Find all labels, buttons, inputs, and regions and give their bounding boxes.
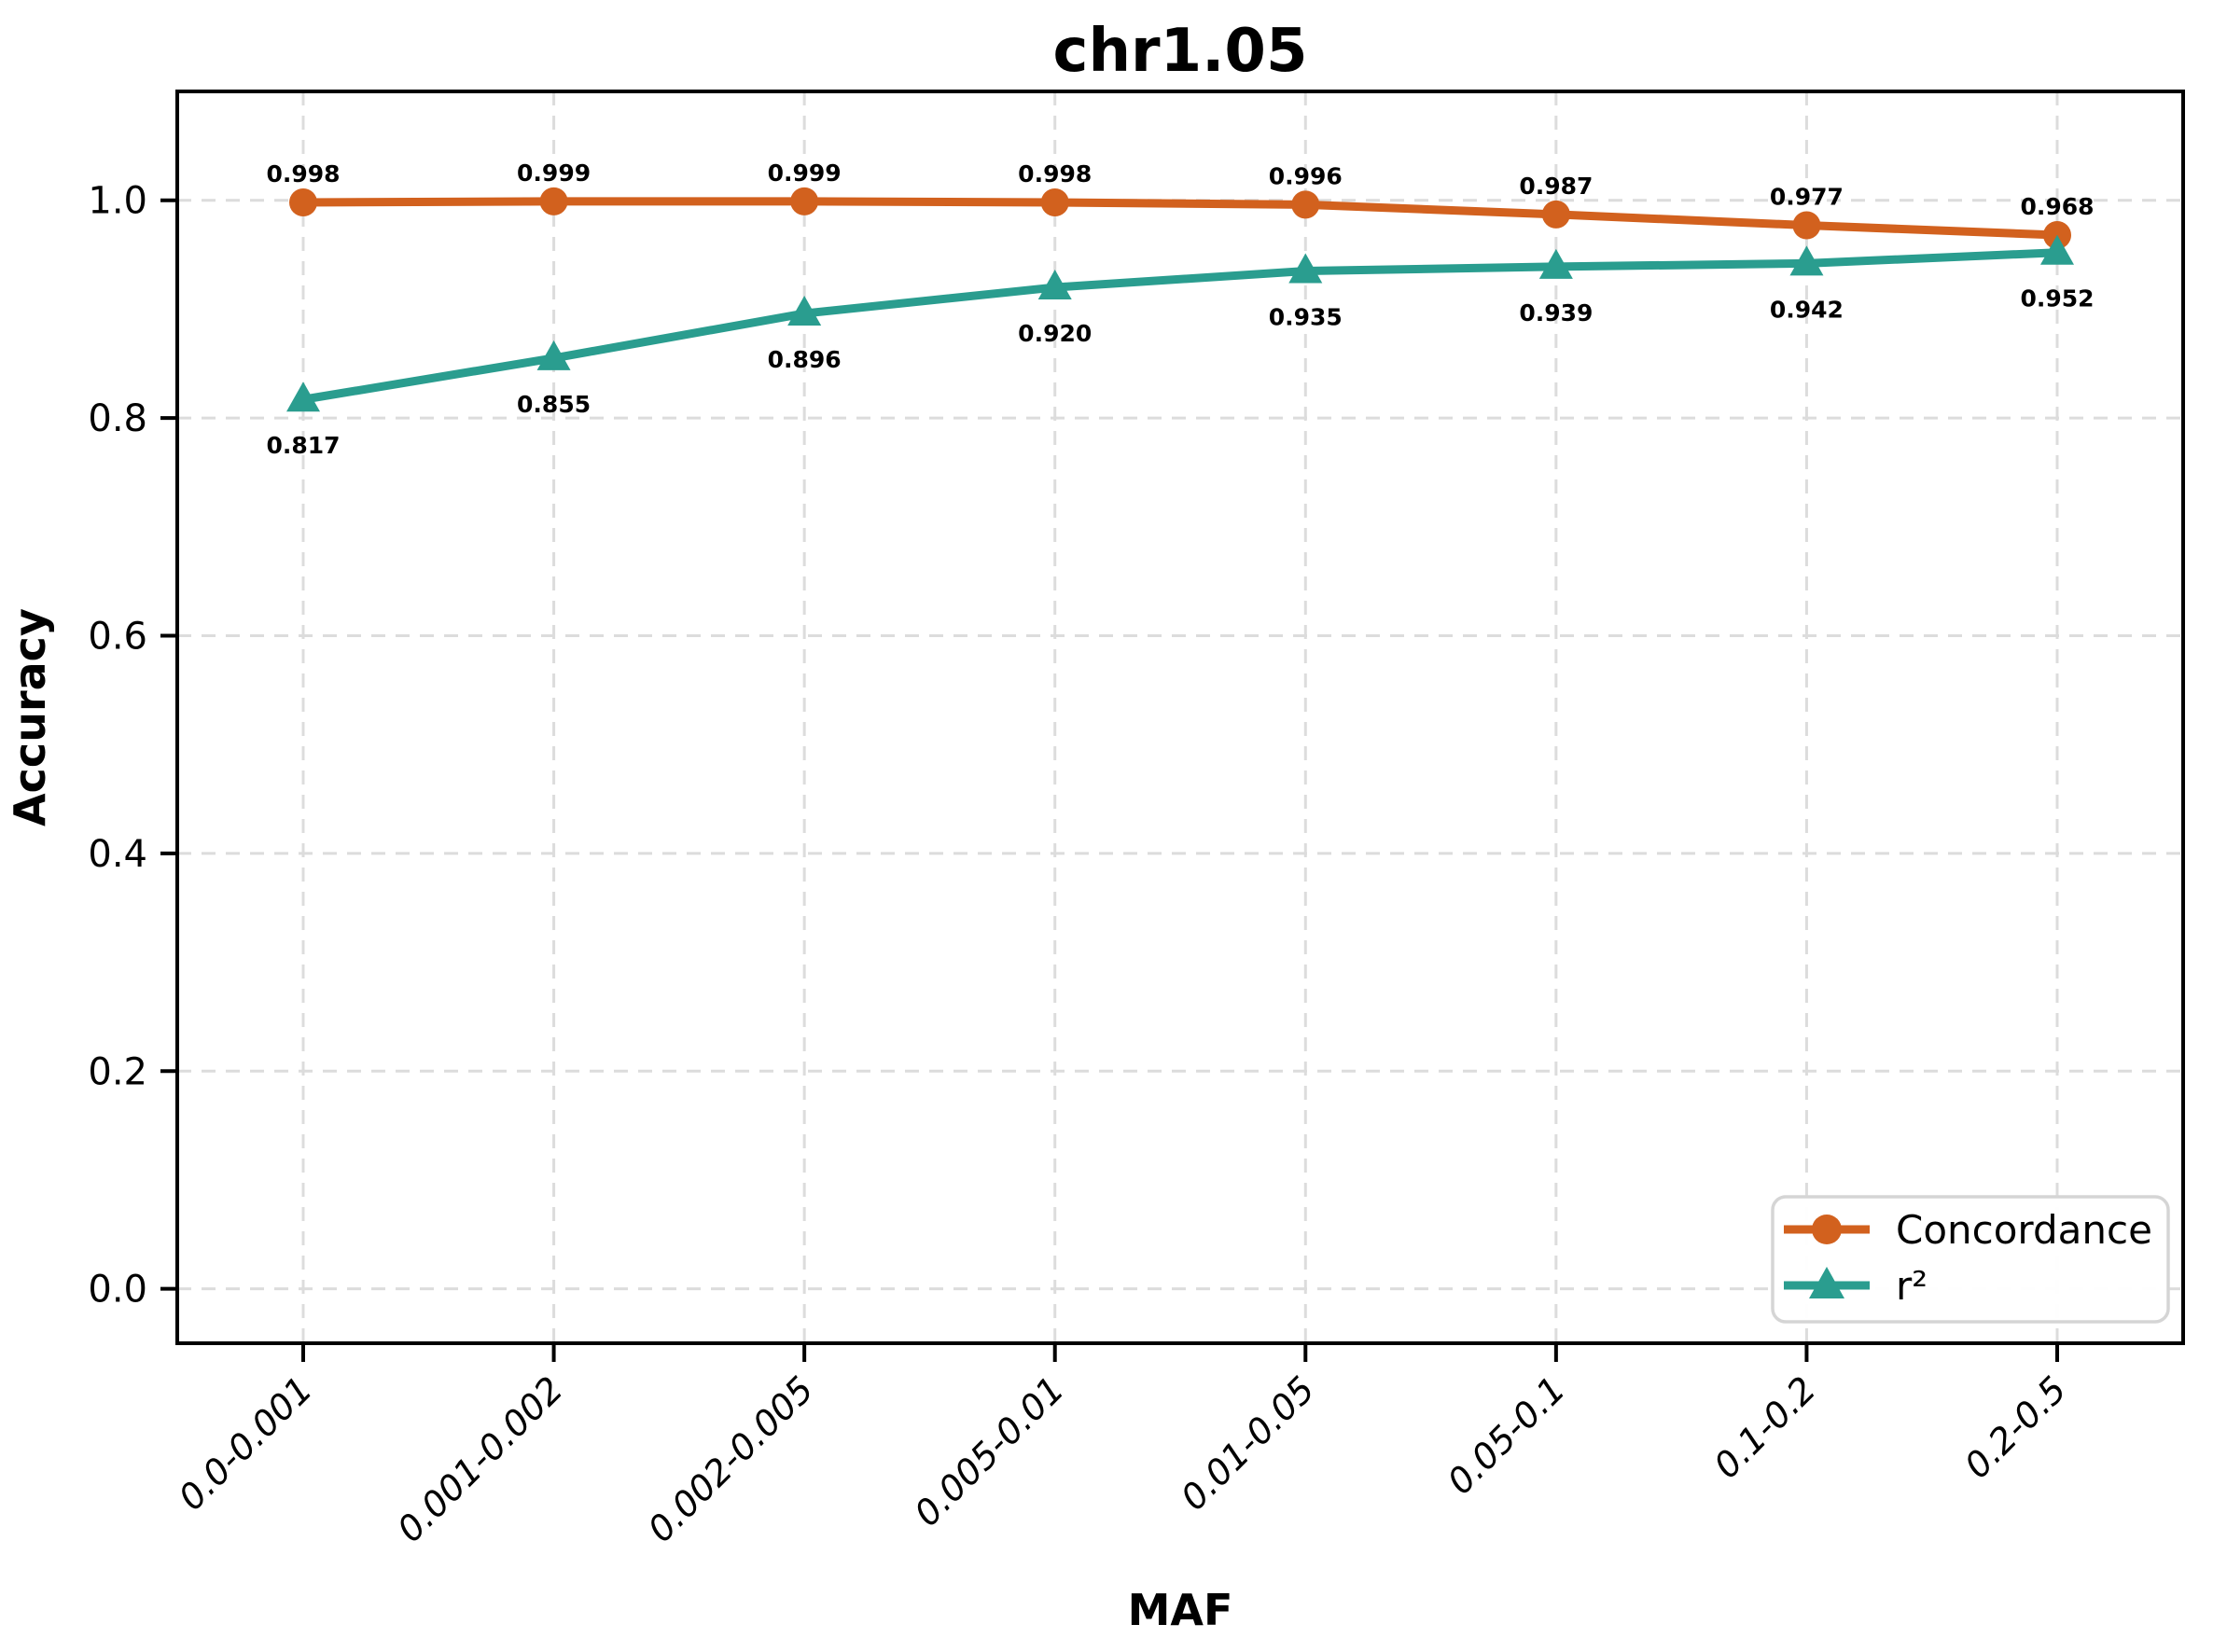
marker-triangle-r: [1288, 253, 1323, 284]
data-label-r: 0.942: [1770, 296, 1844, 323]
data-label-r: 0.952: [2020, 285, 2094, 312]
marker-circle-concordance: [1291, 190, 1320, 219]
marker-circle-concordance: [289, 188, 317, 217]
y-tick-label: 0.6: [88, 615, 147, 658]
x-tick-label: 0.001-0.002: [389, 1368, 571, 1550]
x-tick-label: 0.2-0.5: [1956, 1368, 2074, 1486]
data-label-r: 0.920: [1018, 320, 1092, 347]
legend-item-concordance: Concordance: [1784, 1207, 2152, 1253]
data-label-concordance: 0.999: [517, 160, 591, 187]
y-tick-label: 0.8: [88, 397, 147, 440]
y-axis-title: Accuracy: [5, 608, 55, 826]
x-tick-label: 0.002-0.005: [640, 1368, 822, 1550]
axes: 0.0 0.2 0.4 0.6 0.8 1.0 0.0-0.001 0.001-0.002 0.…: [88, 90, 2185, 1550]
data-label-concordance: 0.987: [1519, 173, 1593, 200]
x-tick-label: 0.05-0.1: [1440, 1368, 1573, 1502]
marker-circle-concordance: [1541, 200, 1570, 229]
marker-triangle-r: [2040, 234, 2074, 265]
marker-triangle-r: [286, 382, 320, 412]
data-label-r: 0.935: [1269, 304, 1343, 331]
data-labels: 0.998 0.999 0.999 0.998 0.996 0.987 0.977 0.968…: [266, 160, 2094, 459]
x-tick-label: 0.1-0.2: [1706, 1368, 1824, 1486]
data-label-concordance: 0.996: [1269, 162, 1343, 189]
data-label-concordance: 0.968: [2020, 193, 2094, 220]
marker-triangle-r: [787, 296, 822, 326]
legend-marker-circle-concordance: [1812, 1215, 1842, 1244]
legend-marker-triangle-r: [1809, 1267, 1844, 1298]
marker-circle-concordance: [1792, 211, 1821, 240]
legend: Concordance r²: [1771, 1195, 2170, 1324]
y-tick-label: 1.0: [88, 180, 147, 223]
series-line-r: [299, 248, 2062, 404]
series-lines: [286, 187, 2074, 412]
data-label-concordance: 0.977: [1770, 184, 1844, 211]
data-label-concordance: 0.998: [1018, 160, 1092, 187]
data-label-concordance: 0.998: [266, 160, 340, 187]
y-tick-label: 0.0: [88, 1269, 147, 1312]
marker-circle-concordance: [1040, 188, 1069, 217]
data-label-r: 0.939: [1519, 299, 1593, 326]
x-tick-label: 0.01-0.05: [1173, 1368, 1322, 1518]
chart-title: chr1.05: [1053, 17, 1308, 86]
plot-border: [175, 90, 2185, 1345]
x-tick-label: 0.005-0.01: [907, 1368, 1073, 1534]
legend-label-concordance: Concordance: [1896, 1207, 2152, 1253]
legend-label-r: r²: [1896, 1263, 1928, 1309]
marker-triangle-r: [1538, 248, 1573, 279]
data-label-r: 0.817: [266, 432, 340, 459]
marker-circle-concordance: [539, 187, 568, 215]
series-line-concordance: [299, 197, 2062, 240]
x-axis-title: MAF: [1128, 1585, 1233, 1635]
data-label-r: 0.855: [517, 391, 591, 418]
y-tick-label: 0.2: [88, 1050, 147, 1093]
data-label-r: 0.896: [768, 346, 842, 373]
y-tick-label: 0.4: [88, 833, 147, 876]
marker-triangle-r: [1789, 245, 1824, 276]
legend-item-r: r²: [1784, 1263, 1928, 1309]
marker-triangle-r: [536, 340, 571, 370]
legend-box: [1771, 1195, 2170, 1324]
data-label-concordance: 0.999: [768, 160, 842, 187]
marker-circle-concordance: [790, 187, 819, 215]
marker-triangle-r: [1037, 270, 1072, 300]
x-tick-label: 0.0-0.001: [171, 1368, 320, 1518]
